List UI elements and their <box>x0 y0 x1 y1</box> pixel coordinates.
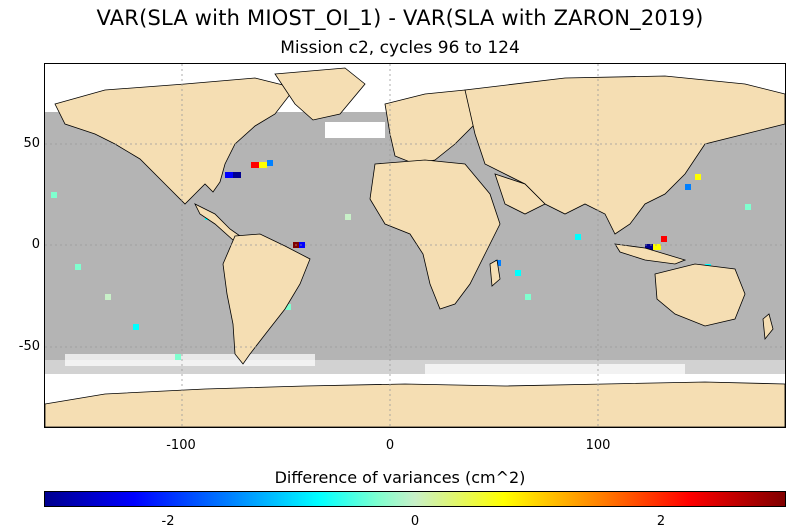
map-title: VAR(SLA with MIOST_OI_1) - VAR(SLA with … <box>96 6 704 30</box>
y-tick-label: 50 <box>23 136 40 151</box>
colorbar-tick: 0 <box>410 514 420 529</box>
new-zealand <box>762 313 774 341</box>
australia <box>654 263 746 327</box>
colorbar-label: Difference of variances (cm^2) <box>274 468 526 487</box>
land <box>45 67 785 427</box>
map-subtitle: Mission c2, cycles 96 to 124 <box>280 38 520 58</box>
madagascar <box>489 259 501 287</box>
colorbar <box>44 491 786 507</box>
x-tick-label: 0 <box>385 438 395 453</box>
map-svg <box>45 64 785 427</box>
x-tick-label: -100 <box>166 438 196 453</box>
x-tick-label: 100 <box>585 438 611 453</box>
asia <box>464 75 785 235</box>
y-tick-label: 0 <box>31 237 40 252</box>
no-data-patch <box>65 354 315 366</box>
arabia <box>494 173 546 215</box>
south-america <box>222 233 311 365</box>
colorbar-tick: -2 <box>161 514 175 529</box>
greenland <box>274 67 366 121</box>
world-map <box>44 63 786 428</box>
africa <box>369 159 501 310</box>
indonesia <box>614 243 687 265</box>
antarctica <box>45 381 785 427</box>
no-data-patch <box>325 122 385 138</box>
north-america <box>54 77 296 205</box>
graticule <box>45 64 785 427</box>
y-tick-label: -50 <box>18 339 40 354</box>
no-data-patch <box>425 364 685 374</box>
colorbar-tick: 2 <box>656 514 666 529</box>
